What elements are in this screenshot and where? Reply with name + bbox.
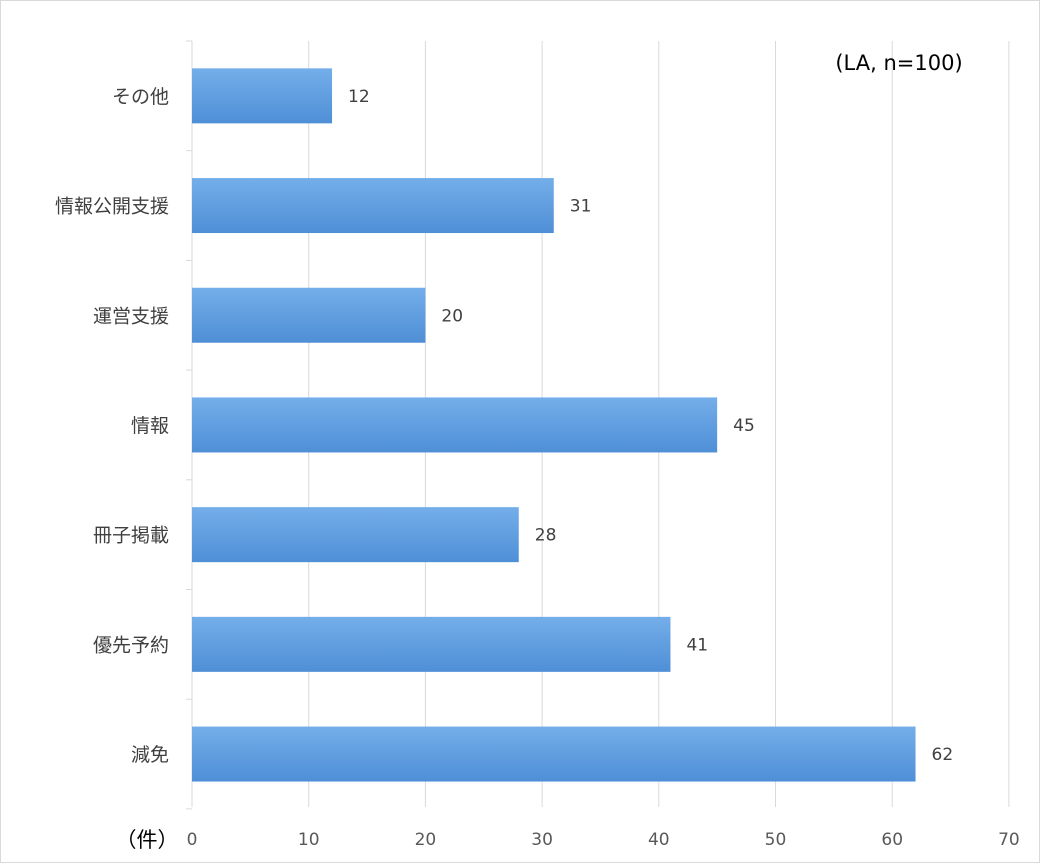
x-tick-label: 20	[415, 830, 437, 850]
bar-6	[192, 726, 916, 782]
bar-2	[192, 287, 426, 343]
data-label: 20	[441, 306, 463, 326]
x-tick-label: 60	[881, 830, 903, 850]
bar-1	[192, 178, 554, 234]
x-tick-label: 30	[531, 830, 553, 850]
category-label: 優先予約	[93, 634, 169, 656]
data-label: 12	[348, 87, 370, 107]
data-label: 28	[535, 526, 557, 546]
x-tick-label: 10	[298, 830, 320, 850]
bar-4	[192, 507, 519, 563]
bar-3	[192, 397, 718, 453]
y-axis	[186, 40, 193, 810]
data-label: 31	[570, 197, 592, 217]
category-label: 運営支援	[93, 305, 169, 327]
category-label: 情報公開支援	[55, 196, 169, 218]
bars	[192, 68, 916, 782]
bar-5	[192, 616, 671, 672]
data-label: 62	[932, 745, 954, 765]
category-label: 減免	[131, 744, 169, 766]
x-tick-label: 40	[648, 830, 670, 850]
bar-0	[192, 68, 333, 124]
data-label: 41	[686, 635, 708, 655]
category-label: 冊子掲載	[93, 525, 169, 547]
category-label: 情報	[131, 415, 169, 437]
x-tick-label: 0	[187, 830, 198, 850]
x-tick-label: 70	[998, 830, 1020, 850]
labels: 0 10 20 30 40 50 60 70 その他 12 情報公開支援 31 運営支援 20 情報 45 冊子…	[55, 86, 1020, 850]
chart-annotation: (LA, n=100)	[835, 51, 962, 75]
category-label: その他	[112, 86, 169, 108]
x-tick-label: 50	[765, 830, 787, 850]
x-unit-label: （件）	[116, 828, 179, 852]
data-label: 45	[733, 416, 755, 436]
